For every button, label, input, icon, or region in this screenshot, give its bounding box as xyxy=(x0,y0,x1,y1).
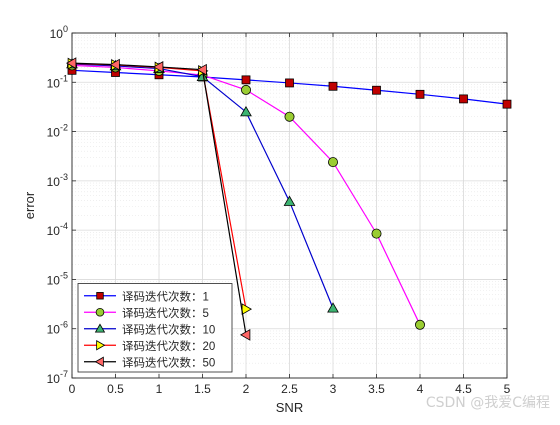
data-point-triangle-up xyxy=(327,302,339,313)
legend-label: 译码迭代次数：1 xyxy=(122,289,209,303)
x-tick-label: 1.5 xyxy=(194,382,211,396)
data-point-triangle-up xyxy=(196,70,209,81)
watermark-text: CSDN @我爱C编程 xyxy=(425,395,550,411)
legend-item: 译码迭代次数：50 xyxy=(84,355,215,369)
x-tick-label: 4 xyxy=(417,382,424,396)
y-tick-label: 10-5 xyxy=(47,270,68,287)
x-axis-label: SNR xyxy=(276,400,303,415)
data-point-square xyxy=(241,75,251,85)
data-point-triangle-left xyxy=(152,61,164,73)
data-point-circle xyxy=(240,84,251,95)
y-axis-ticks: 10-7 10-6 10-5 10-4 10-3 10-2 10-1 100 xyxy=(47,24,507,386)
x-tick-label: 5 xyxy=(504,382,511,396)
legend-item: 译码迭代次数：5 xyxy=(84,306,209,320)
x-tick-label: 3.5 xyxy=(368,382,385,396)
data-point-square xyxy=(415,89,425,99)
legend-label: 译码迭代次数：5 xyxy=(122,306,209,320)
data-point-circle xyxy=(284,111,295,122)
y-tick-label: 10-6 xyxy=(47,320,68,337)
y-tick-label: 10-1 xyxy=(47,73,68,90)
legend: 译码迭代次数：1 译码迭代次数：5 译码迭代次数：10 译码迭代次数：20 译码迭代次数… xyxy=(77,283,233,373)
x-tick-label: 2 xyxy=(243,382,250,396)
data-point-triangle-up xyxy=(94,323,106,333)
data-point-circle xyxy=(414,319,425,330)
x-tick-label: 2.5 xyxy=(281,382,298,396)
data-point-triangle-up xyxy=(283,195,296,206)
data-point-square xyxy=(96,292,104,300)
y-tick-label: 100 xyxy=(50,24,68,41)
legend-label: 译码迭代次数：20 xyxy=(122,339,215,353)
x-axis-ticks: 0 0.5 1 1.5 2 2.5 3 3.5 4 4.5 5 xyxy=(69,33,511,396)
x-tick-label: 0.5 xyxy=(107,382,124,396)
data-point-square xyxy=(502,99,512,109)
y-axis-label: error xyxy=(22,191,37,219)
y-tick-label: 10-7 xyxy=(47,369,68,386)
data-point-circle xyxy=(371,228,382,239)
data-point-square xyxy=(285,78,294,88)
series-5 xyxy=(65,57,251,341)
legend-item: 译码迭代次数：1 xyxy=(84,289,209,303)
data-point-square xyxy=(372,85,381,95)
legend-item: 译码迭代次数：20 xyxy=(84,339,215,353)
data-point-square xyxy=(459,94,468,104)
x-tick-label: 0 xyxy=(69,382,76,396)
legend-label: 译码迭代次数：50 xyxy=(122,355,215,369)
data-point-triangle-right xyxy=(96,340,106,351)
data-point-triangle-left xyxy=(196,63,207,76)
data-point-triangle-left xyxy=(65,57,77,69)
data-point-triangle-left xyxy=(94,356,104,367)
y-tick-label: 10-2 xyxy=(47,123,68,140)
data-point-circle xyxy=(327,157,338,168)
x-tick-label: 4.5 xyxy=(455,382,472,396)
legend-item: 译码迭代次数：10 xyxy=(84,322,215,336)
data-point-circle xyxy=(95,307,105,317)
legend-label: 译码迭代次数：10 xyxy=(122,322,215,336)
data-point-square xyxy=(328,81,338,91)
y-tick-label: 10-3 xyxy=(47,172,68,189)
data-point-triangle-up xyxy=(240,105,252,117)
x-tick-label: 1 xyxy=(156,382,163,396)
series-2 xyxy=(67,60,425,330)
data-point-triangle-left xyxy=(109,58,120,71)
data-point-triangle-left xyxy=(239,328,251,341)
x-tick-label: 3 xyxy=(330,382,337,396)
y-tick-label: 10-4 xyxy=(47,221,68,238)
